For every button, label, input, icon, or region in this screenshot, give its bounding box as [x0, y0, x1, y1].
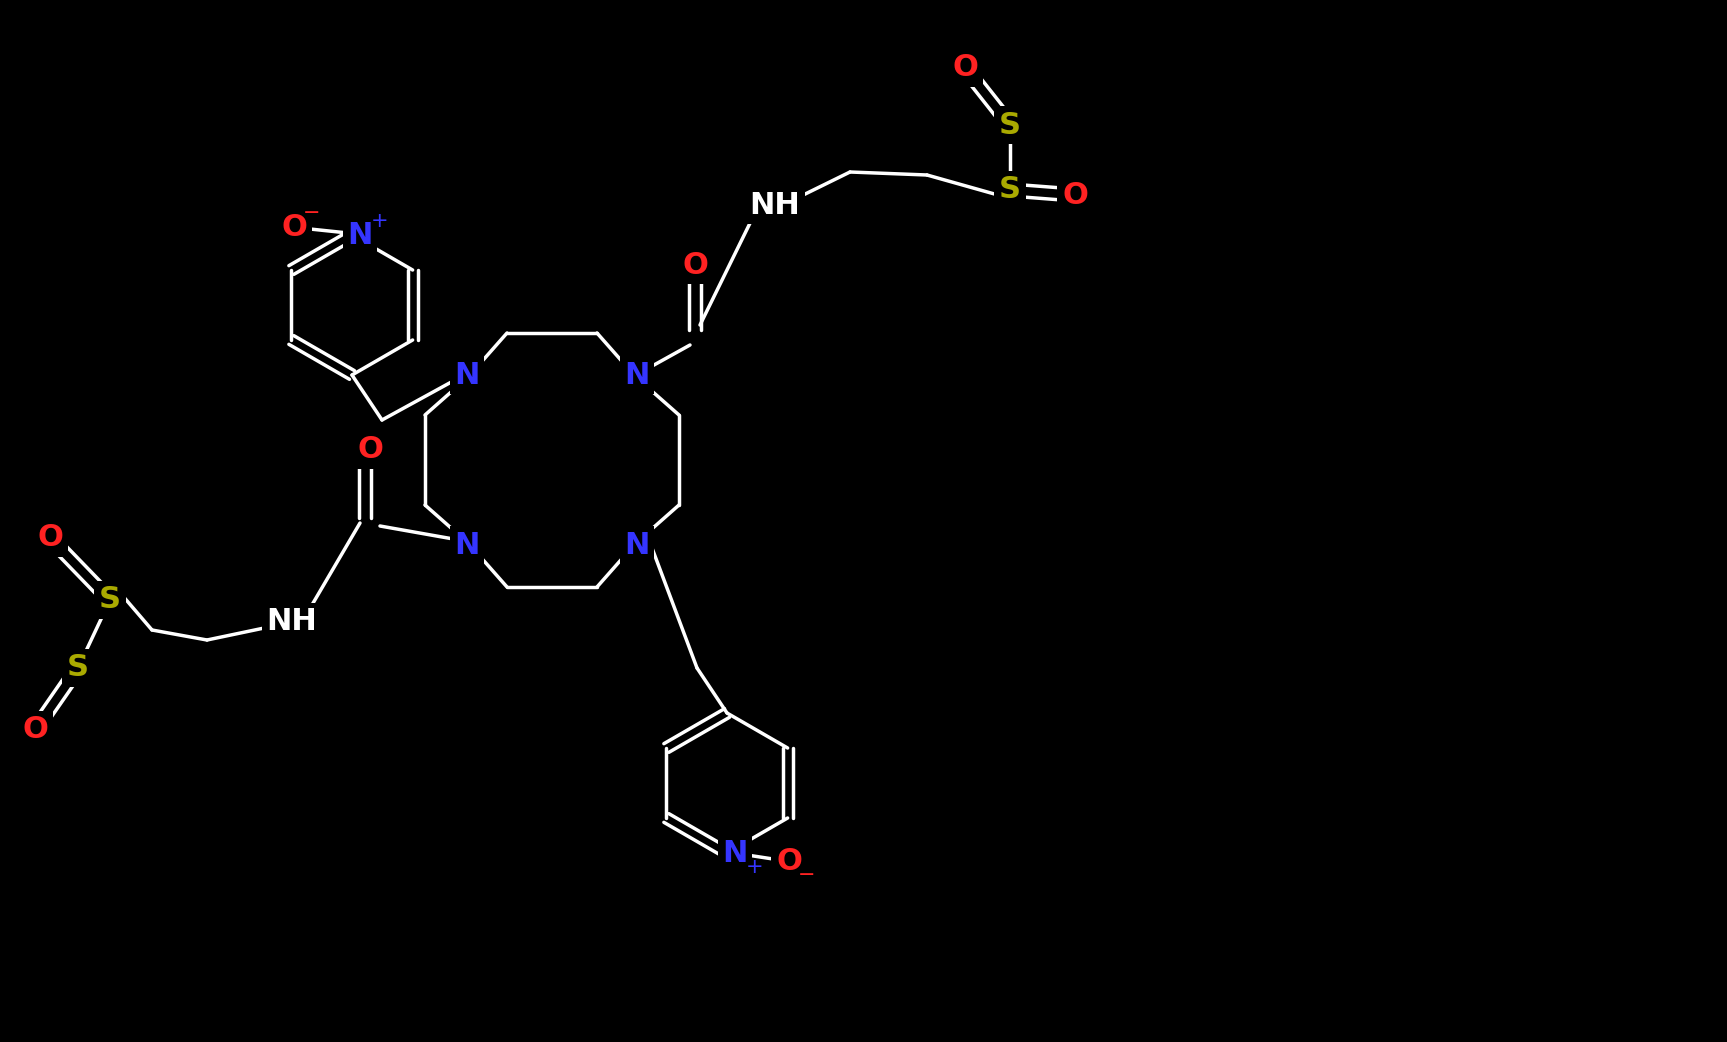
Text: S: S — [998, 110, 1021, 140]
Text: +: + — [371, 210, 389, 231]
Text: O: O — [36, 523, 62, 552]
Text: O: O — [282, 213, 307, 242]
Text: N: N — [722, 839, 748, 868]
Text: N: N — [625, 361, 649, 390]
Text: O: O — [775, 846, 801, 875]
Text: −: − — [798, 865, 815, 885]
Text: N: N — [454, 361, 480, 390]
Text: S: S — [98, 586, 121, 615]
Text: S: S — [998, 175, 1021, 204]
Text: O: O — [952, 53, 977, 82]
Text: O: O — [22, 716, 48, 744]
Text: O: O — [1062, 180, 1088, 209]
Text: −: − — [304, 203, 321, 223]
Text: O: O — [357, 436, 383, 465]
Text: NH: NH — [750, 191, 800, 220]
Text: S: S — [67, 653, 90, 683]
Text: +: + — [746, 857, 763, 877]
Text: N: N — [454, 530, 480, 560]
Text: NH: NH — [266, 607, 318, 637]
Text: O: O — [682, 250, 708, 279]
Text: N: N — [347, 221, 373, 249]
Text: N: N — [625, 530, 649, 560]
